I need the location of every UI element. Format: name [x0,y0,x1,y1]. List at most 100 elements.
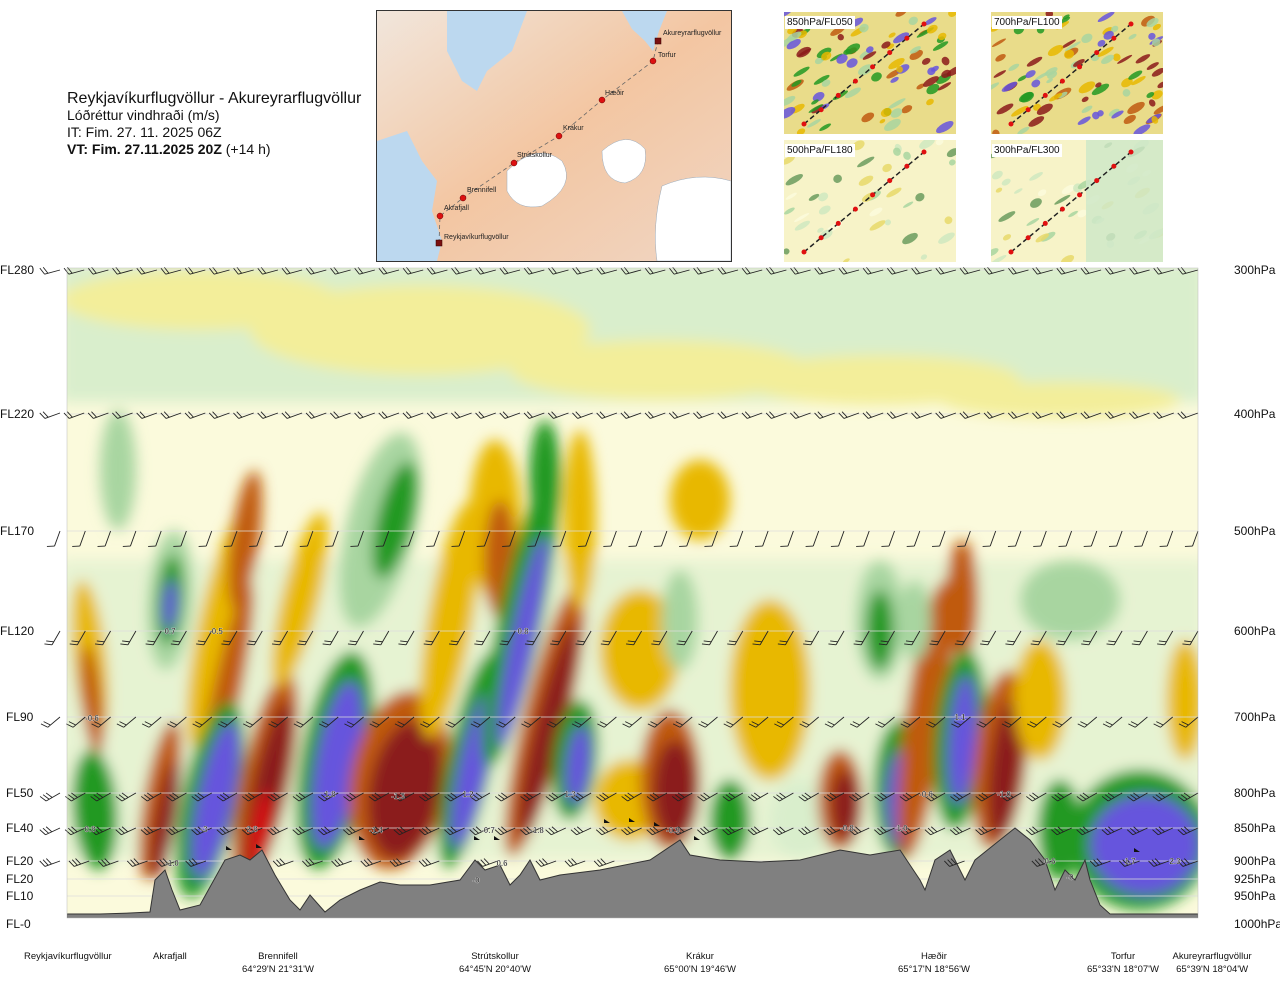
wind-barb [272,858,294,867]
wind-barb [848,826,870,836]
wind-barb [1058,530,1073,547]
waypoint-label: Akureyrarflugvöllur 65°39'N 18°04'W [1173,950,1252,976]
wind-barb [297,630,314,646]
pressure-label: 850hPa [1234,821,1276,835]
wind-barb [63,411,85,419]
wind-barb [444,792,465,802]
wind-barb [954,630,971,646]
value-label: -0.6 [85,714,99,723]
wind-barb [378,411,400,419]
valid-time-offset: (+14 h) [225,141,271,157]
map-point-label: Torfur [658,52,677,59]
field-cell [940,382,1180,418]
wind-barb [305,411,327,419]
wind-barb [935,411,957,419]
wind-barb [1182,630,1199,646]
pressure-label: 500hPa [1234,524,1276,538]
wind-barb [360,858,382,867]
value-label: -0.9 [666,826,680,835]
wind-barb [1025,826,1047,836]
waypoint-name: Brennifell [258,951,298,962]
wind-barb [772,826,794,836]
wind-barb [1031,858,1053,867]
thumbnail-0[interactable]: 850hPa/FL050 [784,12,956,134]
value-label: 1.0 [896,824,908,833]
wind-barb [1027,716,1047,728]
wind-barb [975,826,996,836]
map-point-label: Hæðir [605,89,625,97]
wind-barb [679,530,693,547]
wind-pennant [494,836,500,840]
field-cell [367,720,443,860]
wind-barb [697,826,718,836]
wind-barb [1080,411,1102,419]
field-cell [564,430,596,610]
pressure-label: 1000hPa [1234,917,1280,931]
waypoint-name: Torfur [1110,951,1136,962]
flight-level-label: FL220 [0,407,35,421]
wind-pennant [629,818,635,822]
wind-barb [545,792,567,802]
waypoint-name: Strútskollur [471,951,519,962]
thumbnail-1[interactable]: 700hPa/FL100 [991,12,1163,134]
wind-barb [1000,792,1022,802]
wind-barb [1177,858,1199,867]
wind-pennant [359,836,365,840]
map-sea-north [447,11,527,91]
wind-barb [722,792,744,802]
wind-barb [69,630,86,646]
waypoint-name: Hæðir [921,951,947,962]
wind-barb [748,716,769,728]
wind-barb [1128,716,1148,728]
wind-barb [881,530,895,547]
wind-barb [980,630,997,646]
wind-barb [596,792,617,802]
wind-barb [241,826,263,836]
wind-barb [499,411,521,419]
wind-barb [698,716,718,728]
thumbnail-3[interactable]: 300hPa/FL300 [991,140,1163,262]
wind-barb [597,716,617,728]
field-cell [100,410,136,530]
wind-barb [603,530,617,547]
wind-barb [426,411,448,419]
wind-pennant [226,846,232,850]
wind-barb [904,630,921,646]
wind-barb [419,792,440,802]
map-point-label: Akureyrarflugvöllur [663,30,722,37]
wind-barb [570,826,592,836]
value-label: -1.4 [369,826,383,835]
wind-barb [170,630,187,646]
field-cell [1090,795,1198,895]
wind-barb [862,411,884,419]
chart-title-block: Reykjavíkurflugvöllur - Akureyrarflugvöl… [67,90,361,158]
wind-barb [97,530,112,547]
thumbnail-2[interactable]: 500hPa/FL180 [784,140,956,262]
wind-barb [671,792,693,802]
wind-barb [198,530,213,547]
map-point-marker [649,57,657,65]
wind-barb [116,716,137,728]
wind-barb [886,411,908,419]
wind-barb [564,858,586,867]
wind-barb [216,826,238,836]
wind-barb [375,530,390,547]
wind-barb [267,792,288,802]
wind-barb [112,411,133,419]
plot-area [67,268,1198,918]
wind-barb [1005,630,1022,646]
field-cell [740,355,1020,405]
wind-barb [331,858,352,867]
wind-barb [849,716,870,728]
wind-barb [476,530,491,547]
wind-barb [899,826,920,836]
wind-barb [1177,792,1199,802]
wind-barb [140,792,162,802]
field-cell [372,461,418,579]
wind-barb [976,716,996,728]
wind-barb [97,858,119,867]
pressure-label: 800hPa [1234,786,1276,800]
wind-barb [393,826,415,836]
wind-barb [426,530,440,547]
flight-level-label: FL170 [0,524,35,538]
